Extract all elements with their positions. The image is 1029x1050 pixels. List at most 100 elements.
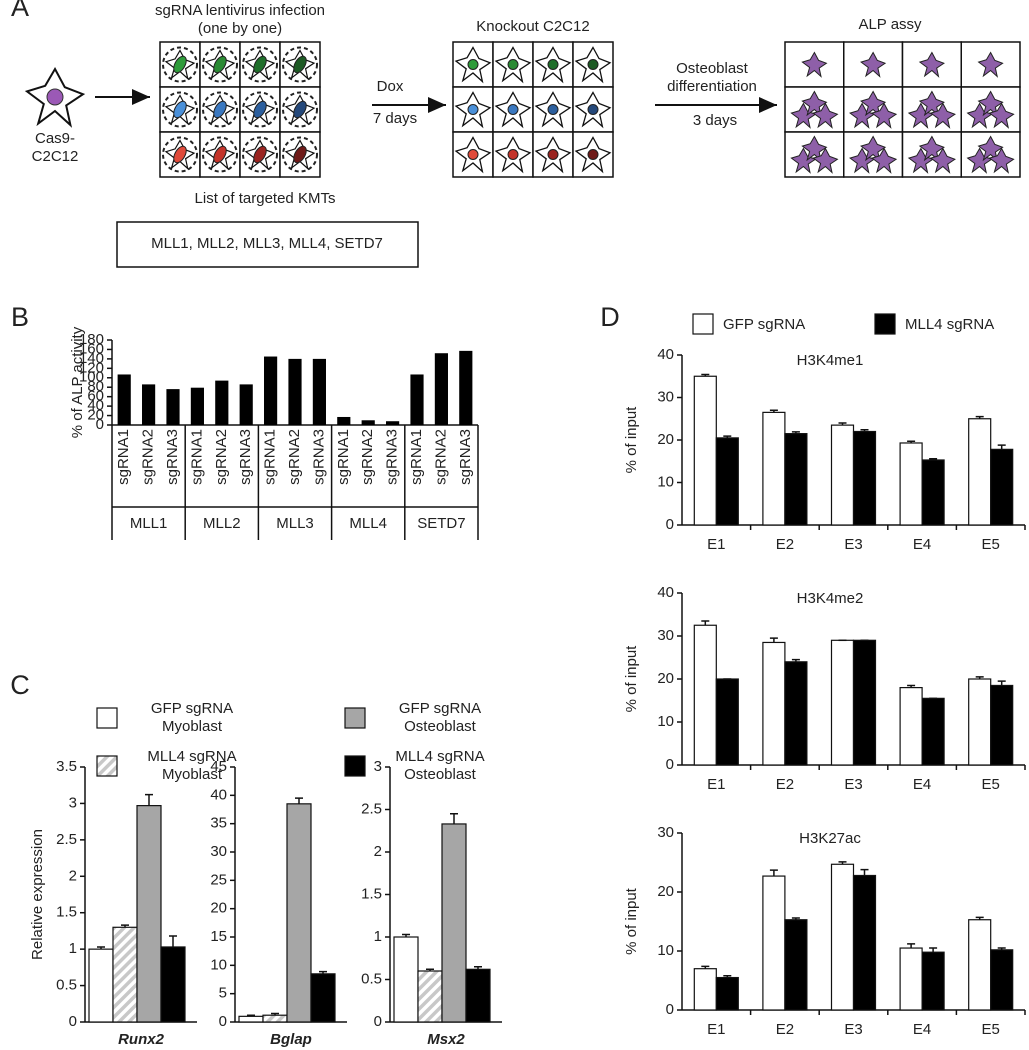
bar — [441, 823, 467, 1023]
step-label: 7 days — [372, 110, 418, 127]
error-bar — [907, 684, 916, 688]
alp-cell — [812, 102, 839, 129]
bar — [715, 976, 739, 1011]
x-tick-label: E5 — [982, 1021, 1000, 1038]
y-tick-label: 10 — [210, 956, 227, 973]
y-tick-label: 25 — [210, 871, 227, 888]
step-label: sgRNA lentivirus infection (one by one) — [154, 2, 326, 37]
alp-cell — [918, 90, 945, 117]
alp-cell — [860, 90, 887, 117]
y-tick-label: 140 — [79, 350, 104, 367]
error-bar — [997, 680, 1006, 686]
error-bar — [769, 637, 778, 643]
bar — [88, 948, 114, 1023]
bar — [434, 353, 448, 425]
y-axis-label: % of input — [623, 645, 640, 713]
panel-a-arrows — [95, 89, 777, 113]
error-bar — [701, 373, 710, 377]
nucleus — [213, 145, 227, 164]
nucleus — [173, 55, 187, 74]
alp-cell — [849, 147, 876, 174]
y-tick-label: 160 — [79, 340, 104, 357]
error-bar — [860, 429, 869, 432]
panel-label: D — [600, 302, 620, 332]
nucleus — [587, 104, 599, 115]
y-tick-label: 40 — [657, 346, 674, 363]
error-bar — [474, 966, 482, 970]
y-tick-label: 0 — [69, 1013, 77, 1030]
nucleus — [253, 145, 267, 164]
subplot-title: H3K27ac — [799, 830, 861, 847]
virus-ring — [242, 136, 278, 173]
alp-cell — [966, 102, 993, 129]
error-bar — [997, 444, 1006, 450]
bar — [117, 374, 131, 425]
bar — [830, 639, 855, 766]
bar — [990, 684, 1014, 766]
x-tick-label: sgRNA2 — [213, 429, 230, 485]
step-label: 3 days — [692, 112, 738, 129]
error-bar — [97, 946, 105, 950]
alp-cell — [801, 90, 828, 117]
y-tick-label: 30 — [657, 388, 674, 405]
nucleus — [547, 59, 559, 70]
bar — [693, 375, 717, 526]
error-bar — [319, 970, 327, 974]
bar — [990, 949, 1014, 1011]
y-tick-label: 0 — [666, 516, 674, 533]
bar — [784, 661, 808, 766]
y-tick-label: 20 — [657, 883, 674, 900]
nucleus — [293, 100, 307, 119]
error-bar — [769, 869, 778, 877]
group-label: SETD7 — [417, 515, 465, 532]
y-tick-label: 40 — [657, 584, 674, 601]
x-category-label: Bglap — [270, 1031, 312, 1048]
x-tick-label: sgRNA2 — [359, 429, 376, 485]
bar — [968, 919, 992, 1011]
error-bar — [997, 947, 1006, 950]
bar — [968, 678, 992, 766]
x-tick-label: E4 — [913, 536, 931, 553]
nucleus — [467, 149, 479, 160]
subplot-title: H3K4me1 — [797, 352, 864, 369]
error-bar — [769, 409, 778, 413]
bar — [899, 686, 923, 766]
nucleus — [293, 145, 307, 164]
y-tick-label: 0 — [219, 1013, 227, 1030]
bar — [160, 946, 186, 1023]
error-bar — [723, 975, 732, 978]
bar — [136, 805, 162, 1023]
y-tick-label: 60 — [87, 388, 104, 405]
alp-cell — [977, 90, 1004, 117]
bar — [286, 803, 312, 1023]
bar — [459, 350, 473, 425]
bar — [693, 624, 717, 766]
bar — [899, 442, 923, 526]
bar — [262, 1014, 288, 1023]
y-axis-label: % of ALP activity — [69, 326, 86, 438]
bar — [921, 697, 945, 766]
bar — [166, 389, 180, 425]
y-tick-label: 0 — [666, 1001, 674, 1018]
nucleus — [587, 149, 599, 160]
bar — [112, 926, 138, 1023]
x-tick-label: E3 — [844, 536, 862, 553]
virus-ring — [282, 91, 318, 128]
y-tick-label: 45 — [210, 758, 227, 775]
x-tick-label: sgRNA2 — [286, 429, 303, 485]
nucleus — [293, 55, 307, 74]
y-tick-label: 0.5 — [56, 977, 77, 994]
error-bar — [975, 676, 984, 679]
x-tick-label: sgRNA1 — [262, 429, 279, 485]
alp-cell — [929, 147, 956, 174]
y-tick-label: 3 — [69, 794, 77, 811]
error-bar — [838, 422, 847, 426]
bar — [921, 459, 945, 526]
nucleus — [213, 55, 227, 74]
legend-label: MLL4 sgRNA Myoblast — [147, 748, 237, 783]
bar — [830, 863, 855, 1011]
bar — [310, 973, 336, 1023]
x-tick-label: sgRNA3 — [164, 429, 181, 485]
y-tick-label: 20 — [210, 900, 227, 917]
group-label: MLL3 — [276, 515, 314, 532]
